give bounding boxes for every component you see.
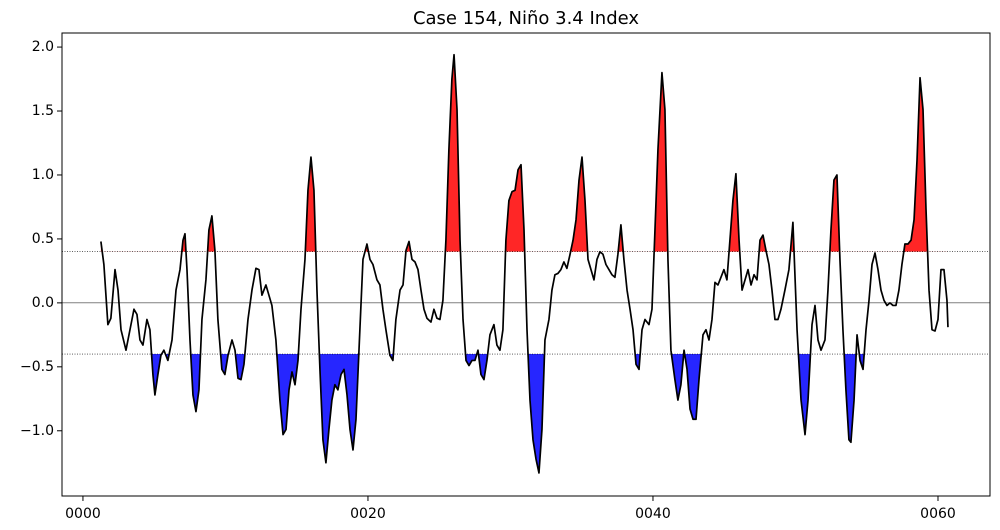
- y-tick-label: 0.5: [32, 231, 54, 247]
- index-line: [100, 53, 949, 474]
- y-tick-label: −0.5: [20, 359, 54, 375]
- plot-frame: [61, 32, 991, 497]
- x-tick-label: 0040: [635, 506, 671, 522]
- chart-title: Case 154, Niño 3.4 Index: [413, 8, 639, 29]
- y-tick-label: 1.0: [32, 167, 54, 183]
- warm-fill: [100, 54, 948, 252]
- y-tick-label: 2.0: [32, 39, 54, 55]
- x-tick-label: 0000: [65, 506, 101, 522]
- y-tick-label: 1.5: [32, 103, 54, 119]
- x-tick-label: 0020: [350, 506, 386, 522]
- x-tick-label: 0060: [920, 506, 956, 522]
- y-tick-label: 0.0: [32, 295, 54, 311]
- y-tick-label: −1.0: [20, 423, 54, 439]
